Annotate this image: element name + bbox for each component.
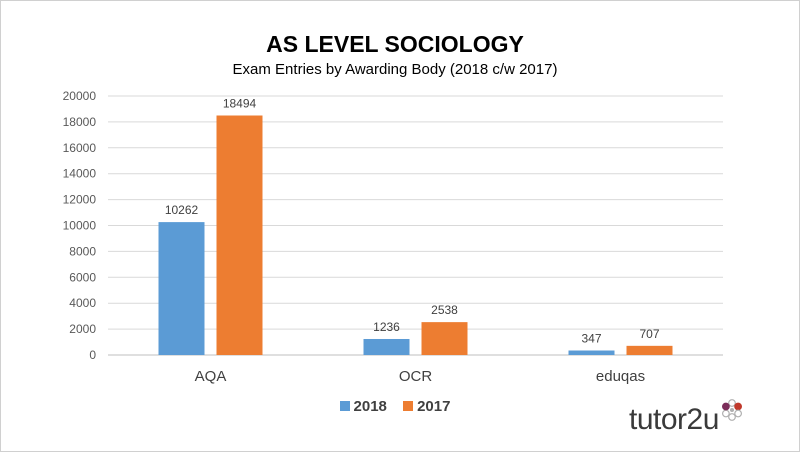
data-label: 18494 bbox=[223, 97, 257, 111]
x-tick-label: eduqas bbox=[596, 368, 645, 385]
y-tick-label: 0 bbox=[89, 348, 96, 362]
bar-2017-eduqas bbox=[626, 345, 673, 355]
data-label: 347 bbox=[581, 332, 601, 346]
data-label: 2538 bbox=[431, 303, 458, 317]
bar-2018-OCR bbox=[363, 338, 410, 355]
logo-text: tutor2u bbox=[629, 403, 719, 436]
bar-2018-AQA bbox=[158, 222, 205, 355]
data-label: 10262 bbox=[165, 203, 199, 217]
bar-2018-eduqas bbox=[568, 350, 615, 355]
data-label: 1236 bbox=[373, 320, 400, 334]
y-tick-label: 16000 bbox=[63, 141, 97, 155]
y-tick-label: 12000 bbox=[63, 193, 97, 207]
y-tick-label: 20000 bbox=[63, 89, 97, 103]
chart-title: AS LEVEL SOCIOLOGY bbox=[266, 31, 524, 57]
y-tick-label: 8000 bbox=[69, 244, 96, 258]
y-tick-label: 14000 bbox=[63, 167, 97, 181]
y-tick-label: 2000 bbox=[69, 322, 96, 336]
legend: 2018 2017 bbox=[1, 398, 789, 415]
y-tick-label: 10000 bbox=[63, 219, 97, 233]
bar-2017-OCR bbox=[421, 322, 468, 355]
bar-2017-AQA bbox=[216, 115, 263, 355]
y-tick-label: 18000 bbox=[63, 115, 97, 129]
chart-subtitle: Exam Entries by Awarding Body (2018 c/w … bbox=[232, 61, 558, 78]
legend-item-2018: 2018 bbox=[339, 398, 387, 415]
tutor2u-logo: tutor2u bbox=[629, 403, 719, 437]
y-tick-label: 6000 bbox=[69, 270, 96, 284]
legend-swatch-2018 bbox=[339, 401, 350, 411]
legend-label-2017: 2017 bbox=[417, 398, 451, 415]
legend-item-2017: 2017 bbox=[403, 398, 450, 415]
data-label: 707 bbox=[639, 327, 659, 341]
x-tick-label: AQA bbox=[195, 368, 227, 385]
flower-icon bbox=[722, 399, 742, 421]
legend-label-2018: 2018 bbox=[353, 398, 387, 415]
legend-swatch-2017 bbox=[403, 401, 414, 411]
y-tick-label: 4000 bbox=[69, 296, 96, 310]
x-tick-label: OCR bbox=[399, 368, 433, 385]
